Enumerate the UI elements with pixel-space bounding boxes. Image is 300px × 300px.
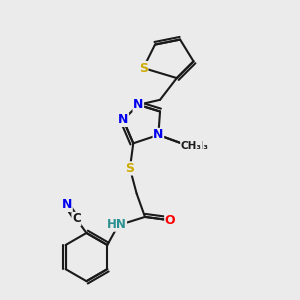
Text: N: N <box>62 198 72 212</box>
Text: CH₃: CH₃ <box>188 141 208 151</box>
Text: N: N <box>153 128 164 141</box>
Text: CH₃: CH₃ <box>181 141 202 151</box>
Text: HN: HN <box>106 218 127 231</box>
Text: N: N <box>133 98 143 111</box>
Text: C: C <box>72 212 81 225</box>
Text: S: S <box>125 162 134 175</box>
Text: O: O <box>165 214 176 227</box>
Text: N: N <box>118 113 128 126</box>
Text: S: S <box>139 61 148 74</box>
